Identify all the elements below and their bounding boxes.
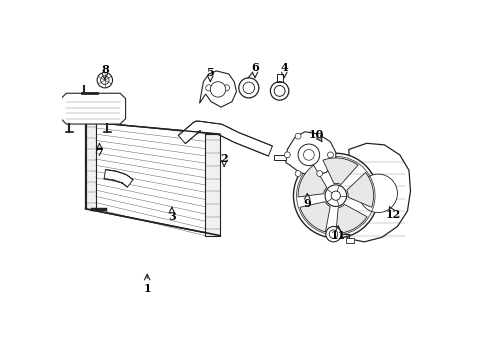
Text: 4: 4	[280, 62, 288, 73]
Polygon shape	[300, 202, 330, 232]
Circle shape	[327, 152, 333, 158]
Circle shape	[359, 174, 397, 213]
Circle shape	[223, 85, 230, 91]
Bar	[346, 238, 353, 243]
Polygon shape	[336, 143, 411, 242]
Circle shape	[298, 144, 319, 166]
Polygon shape	[274, 155, 286, 160]
Text: 1: 1	[144, 283, 151, 293]
Circle shape	[210, 82, 226, 97]
Polygon shape	[104, 170, 133, 187]
Circle shape	[329, 230, 338, 238]
Circle shape	[243, 82, 255, 94]
Polygon shape	[199, 71, 237, 107]
Text: 7: 7	[96, 147, 103, 158]
Circle shape	[317, 133, 322, 139]
Text: 11: 11	[331, 230, 346, 241]
Text: 5: 5	[206, 67, 214, 78]
Circle shape	[274, 86, 285, 96]
Polygon shape	[286, 132, 336, 176]
Polygon shape	[323, 158, 358, 184]
Polygon shape	[336, 204, 367, 233]
Circle shape	[206, 85, 212, 91]
Circle shape	[325, 185, 346, 206]
Polygon shape	[347, 172, 373, 207]
Circle shape	[295, 133, 301, 139]
Polygon shape	[205, 134, 220, 236]
Circle shape	[317, 171, 322, 176]
Text: 9: 9	[303, 198, 311, 209]
Polygon shape	[61, 93, 125, 124]
Circle shape	[270, 82, 289, 100]
Text: 10: 10	[309, 129, 324, 140]
Circle shape	[294, 153, 378, 238]
Text: 8: 8	[101, 64, 109, 75]
Text: 3: 3	[168, 211, 176, 222]
Circle shape	[303, 149, 314, 160]
Polygon shape	[86, 122, 96, 209]
Circle shape	[326, 226, 341, 242]
Circle shape	[100, 76, 109, 84]
Circle shape	[239, 78, 259, 98]
Text: 12: 12	[386, 209, 401, 220]
Circle shape	[284, 152, 290, 158]
Circle shape	[97, 72, 113, 88]
Circle shape	[331, 191, 341, 200]
Text: 6: 6	[251, 62, 259, 73]
Polygon shape	[178, 121, 272, 156]
Polygon shape	[86, 122, 220, 236]
Polygon shape	[298, 165, 327, 197]
Circle shape	[295, 171, 301, 176]
Text: 2: 2	[220, 153, 228, 164]
